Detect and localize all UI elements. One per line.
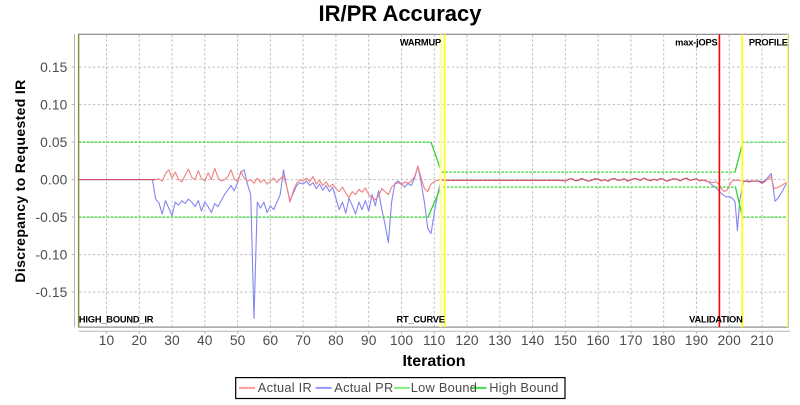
svg-text:0.00: 0.00 [40, 172, 67, 187]
svg-text:0.05: 0.05 [40, 135, 67, 150]
svg-text:0.15: 0.15 [40, 60, 67, 75]
svg-text:120: 120 [455, 333, 479, 348]
svg-text:PROFILE: PROFILE [749, 38, 788, 48]
svg-text:-0.05: -0.05 [35, 210, 67, 225]
svg-text:110: 110 [423, 333, 446, 348]
svg-text:160: 160 [586, 333, 610, 348]
svg-text:-0.15: -0.15 [35, 285, 67, 300]
svg-text:RT_CURVE: RT_CURVE [396, 315, 444, 325]
svg-text:140: 140 [521, 333, 545, 348]
svg-text:High Bound: High Bound [489, 380, 558, 395]
svg-text:30: 30 [164, 333, 180, 348]
svg-text:80: 80 [328, 333, 344, 348]
svg-text:130: 130 [488, 333, 512, 348]
svg-text:Actual PR: Actual PR [334, 380, 393, 395]
svg-text:Iteration: Iteration [402, 353, 465, 370]
svg-text:Actual IR: Actual IR [258, 380, 312, 395]
svg-text:20: 20 [132, 333, 148, 348]
svg-text:70: 70 [295, 333, 311, 348]
svg-text:170: 170 [619, 333, 643, 348]
svg-text:0.10: 0.10 [40, 97, 67, 112]
svg-text:VALIDATION: VALIDATION [689, 315, 743, 325]
svg-text:WARMUP: WARMUP [400, 38, 441, 48]
svg-text:90: 90 [361, 333, 377, 348]
svg-text:Discrepancy to Requested IR: Discrepancy to Requested IR [12, 79, 28, 282]
svg-text:60: 60 [263, 333, 279, 348]
svg-text:200: 200 [718, 333, 742, 348]
svg-text:180: 180 [652, 333, 676, 348]
svg-text:210: 210 [750, 333, 774, 348]
svg-text:max-jOPS: max-jOPS [675, 38, 717, 48]
svg-text:-0.10: -0.10 [35, 247, 67, 262]
svg-text:Low Bound: Low Bound [411, 380, 477, 395]
svg-text:50: 50 [230, 333, 246, 348]
svg-text:10: 10 [99, 333, 115, 348]
svg-text:IR/PR Accuracy: IR/PR Accuracy [318, 1, 482, 26]
svg-text:100: 100 [390, 333, 414, 348]
svg-text:40: 40 [197, 333, 213, 348]
svg-text:HIGH_BOUND_IR: HIGH_BOUND_IR [79, 315, 154, 325]
svg-text:190: 190 [685, 333, 709, 348]
svg-text:150: 150 [554, 333, 578, 348]
